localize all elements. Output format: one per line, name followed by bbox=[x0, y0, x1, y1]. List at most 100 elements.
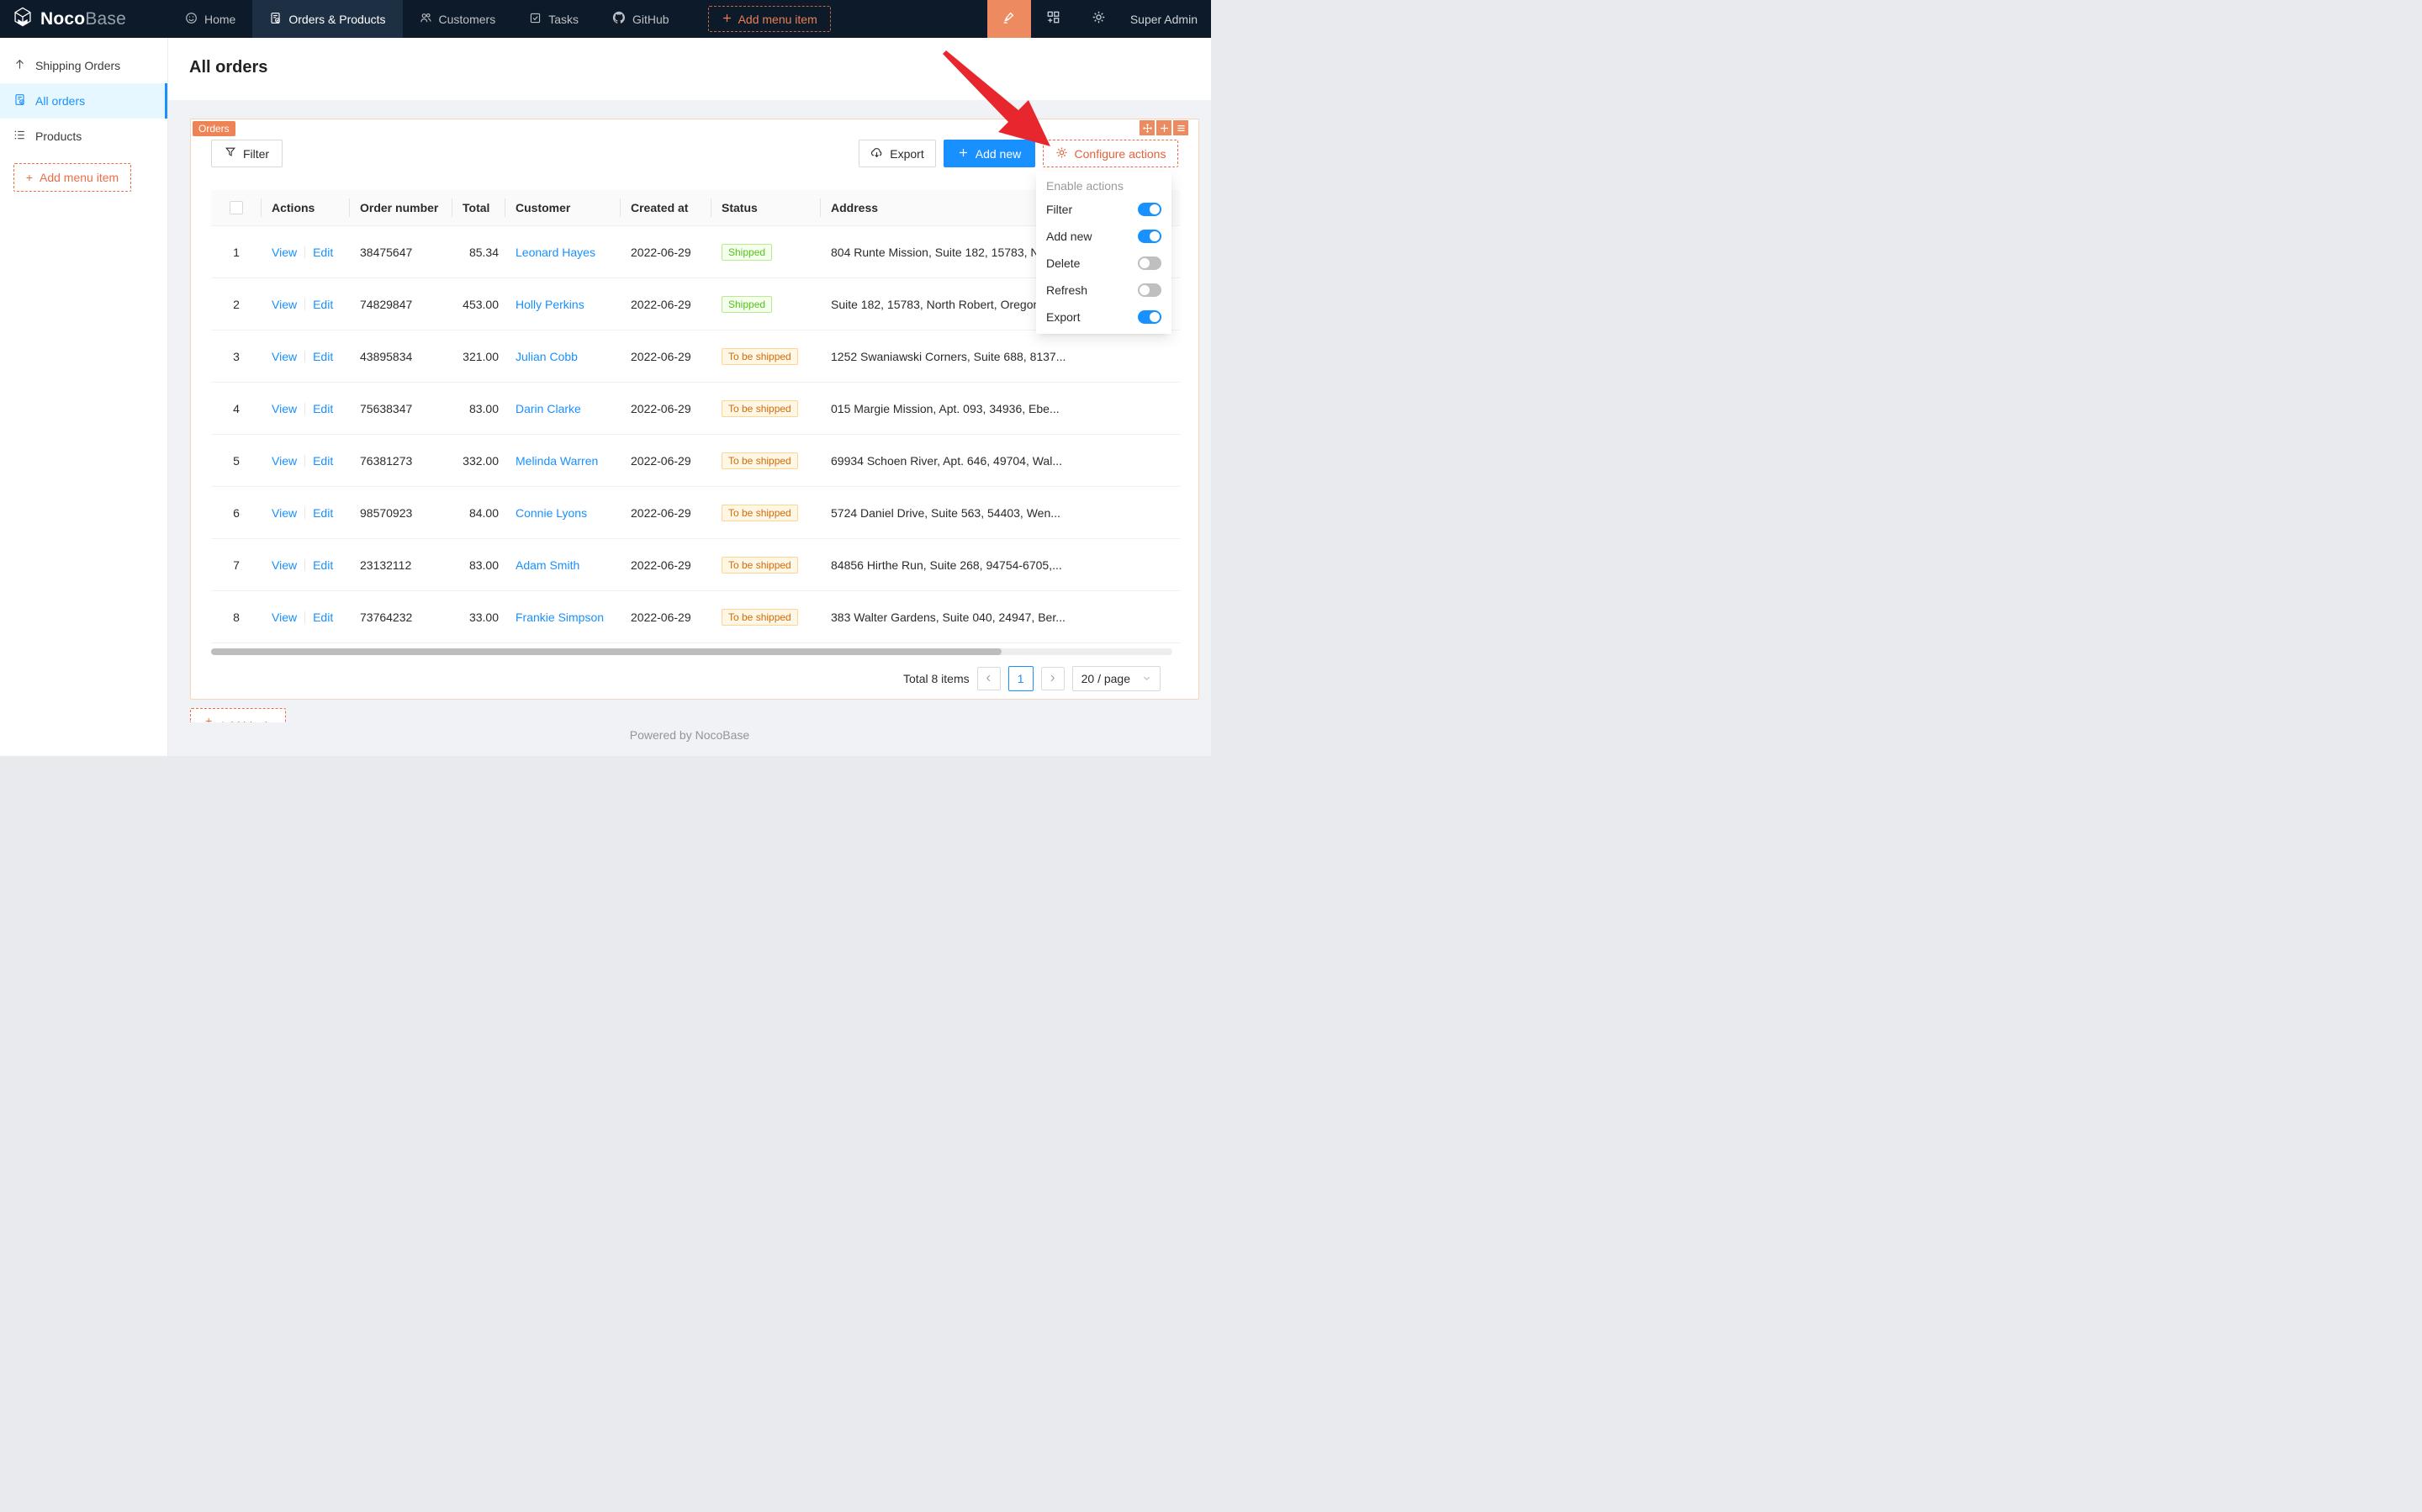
enable-action-delete[interactable]: Delete bbox=[1036, 250, 1171, 277]
toggle-switch-export[interactable] bbox=[1138, 310, 1161, 324]
enable-action-label: Export bbox=[1046, 310, 1081, 324]
nocobase-logo[interactable]: NocoBase bbox=[0, 6, 168, 32]
toggle-switch-refresh[interactable] bbox=[1138, 283, 1161, 297]
customer-link[interactable]: Julian Cobb bbox=[516, 349, 578, 363]
select-all-checkbox[interactable] bbox=[230, 201, 243, 214]
edit-link[interactable]: Edit bbox=[313, 401, 334, 415]
edit-link[interactable]: Edit bbox=[313, 453, 334, 468]
enable-action-label: Filter bbox=[1046, 203, 1073, 216]
nav-item-customers[interactable]: Customers bbox=[403, 0, 513, 38]
block-collection-tag: Orders bbox=[193, 121, 235, 136]
nav-item-github[interactable]: GitHub bbox=[595, 0, 686, 38]
enable-action-filter[interactable]: Filter bbox=[1036, 196, 1171, 223]
nav-item-home[interactable]: Home bbox=[168, 0, 252, 38]
page-size-select[interactable]: 20 / page bbox=[1071, 666, 1161, 691]
add-block-button[interactable]: + Add block bbox=[190, 708, 286, 722]
edit-link[interactable]: Edit bbox=[313, 245, 334, 259]
scrollbar-thumb[interactable] bbox=[211, 648, 1002, 655]
actions-divider bbox=[304, 350, 306, 362]
chevron-right-icon bbox=[1048, 672, 1057, 685]
edit-link[interactable]: Edit bbox=[313, 558, 334, 572]
smile-icon bbox=[185, 12, 198, 27]
customer-link[interactable]: Frankie Simpson bbox=[516, 610, 605, 624]
view-link[interactable]: View bbox=[272, 558, 298, 572]
settings-button[interactable] bbox=[1076, 0, 1122, 38]
actions-divider bbox=[304, 402, 306, 415]
plus-icon: + bbox=[25, 171, 33, 184]
cell-status: To be shipped bbox=[711, 539, 821, 590]
view-link[interactable]: View bbox=[272, 401, 298, 415]
view-link[interactable]: View bbox=[272, 505, 298, 520]
customer-link[interactable]: Leonard Hayes bbox=[516, 245, 595, 259]
add-block-label: + Add block bbox=[205, 714, 271, 722]
customer-link[interactable]: Darin Clarke bbox=[516, 401, 581, 415]
nav-item-tasks[interactable]: Tasks bbox=[512, 0, 595, 38]
cell-customer: Holly Perkins bbox=[505, 278, 621, 330]
table-row: 1 View Edit 38475647 85.34 Leonard Hayes 2022-… bbox=[211, 226, 1180, 278]
actions-divider bbox=[304, 506, 306, 519]
pagination-prev-button[interactable] bbox=[976, 667, 1001, 690]
view-link[interactable]: View bbox=[272, 245, 298, 259]
sidebar-item-products[interactable]: Products bbox=[0, 119, 167, 154]
table-row: 5 View Edit 76381273 332.00 Melinda Warren 202… bbox=[211, 435, 1180, 487]
cell-status: To be shipped bbox=[711, 487, 821, 538]
row-index: 8 bbox=[233, 610, 240, 624]
export-button-label: Export bbox=[890, 146, 924, 161]
block-menu-icon[interactable] bbox=[1173, 120, 1188, 135]
plugin-blocks-button[interactable] bbox=[1031, 0, 1076, 38]
cell-order-number: 98570923 bbox=[360, 505, 413, 520]
sidebar-item-shipping-orders[interactable]: Shipping Orders bbox=[0, 48, 167, 83]
configure-actions-button[interactable]: Configure actions bbox=[1043, 140, 1178, 167]
cell-created-at: 2022-06-29 bbox=[631, 453, 691, 468]
nav-item-label: Customers bbox=[438, 12, 496, 26]
actions-divider bbox=[304, 454, 306, 467]
filter-button[interactable]: Filter bbox=[211, 140, 283, 167]
edit-link[interactable]: Edit bbox=[313, 505, 334, 520]
toggle-switch-filter[interactable] bbox=[1138, 203, 1161, 216]
view-link[interactable]: View bbox=[272, 610, 298, 624]
edit-link[interactable]: Edit bbox=[313, 349, 334, 363]
sidebar-add-menu-item-button[interactable]: + Add menu item bbox=[13, 163, 131, 192]
add-new-button[interactable]: Add new bbox=[944, 140, 1035, 167]
gear-icon bbox=[1055, 146, 1068, 161]
enable-action-export[interactable]: Export bbox=[1036, 304, 1171, 330]
actions-divider bbox=[304, 558, 306, 571]
column-select bbox=[211, 190, 262, 225]
enable-action-refresh[interactable]: Refresh bbox=[1036, 277, 1171, 304]
status-badge: To be shipped bbox=[722, 556, 798, 574]
pagination-next-button[interactable] bbox=[1040, 667, 1065, 690]
drag-handle-icon[interactable] bbox=[1140, 120, 1155, 135]
add-block-icon[interactable] bbox=[1156, 120, 1171, 135]
ui-editor-toggle-button[interactable] bbox=[986, 0, 1031, 38]
toggle-switch-delete[interactable] bbox=[1138, 256, 1161, 270]
sidebar: Shipping Orders All orders Products + Add me… bbox=[0, 38, 168, 756]
view-link[interactable]: View bbox=[272, 297, 298, 311]
customer-link[interactable]: Melinda Warren bbox=[516, 453, 599, 468]
chevron-down-icon bbox=[1142, 672, 1151, 685]
cloud-download-icon bbox=[870, 146, 883, 161]
sidebar-item-all-orders[interactable]: All orders bbox=[0, 83, 167, 119]
gear-icon bbox=[1092, 10, 1106, 29]
view-link[interactable]: View bbox=[272, 453, 298, 468]
customer-link[interactable]: Adam Smith bbox=[516, 558, 580, 572]
horizontal-scrollbar[interactable] bbox=[211, 648, 1172, 655]
customer-link[interactable]: Holly Perkins bbox=[516, 297, 584, 311]
order-icon bbox=[269, 12, 282, 27]
edit-link[interactable]: Edit bbox=[313, 610, 334, 624]
enable-action-label: Refresh bbox=[1046, 283, 1088, 297]
edit-link[interactable]: Edit bbox=[313, 297, 334, 311]
column-header-customer: Customer bbox=[505, 190, 621, 225]
enable-action-add-new[interactable]: Add new bbox=[1036, 223, 1171, 250]
main-menu: Home Orders & Products Customers Tasks GitHu… bbox=[168, 0, 686, 38]
view-link[interactable]: View bbox=[272, 349, 298, 363]
toggle-switch-add-new[interactable] bbox=[1138, 230, 1161, 243]
customer-link[interactable]: Connie Lyons bbox=[516, 505, 588, 520]
pagination-page-1[interactable]: 1 bbox=[1007, 666, 1034, 691]
user-menu[interactable]: Super Admin bbox=[1129, 12, 1198, 26]
add-menu-item-button[interactable]: Add menu item bbox=[707, 6, 831, 32]
cell-customer: Leonard Hayes bbox=[505, 226, 621, 278]
cell-total: 453.00 bbox=[463, 297, 499, 311]
nav-item-orders-products[interactable]: Orders & Products bbox=[252, 0, 403, 38]
cell-status: Shipped bbox=[711, 226, 821, 278]
export-button[interactable]: Export bbox=[859, 140, 936, 167]
